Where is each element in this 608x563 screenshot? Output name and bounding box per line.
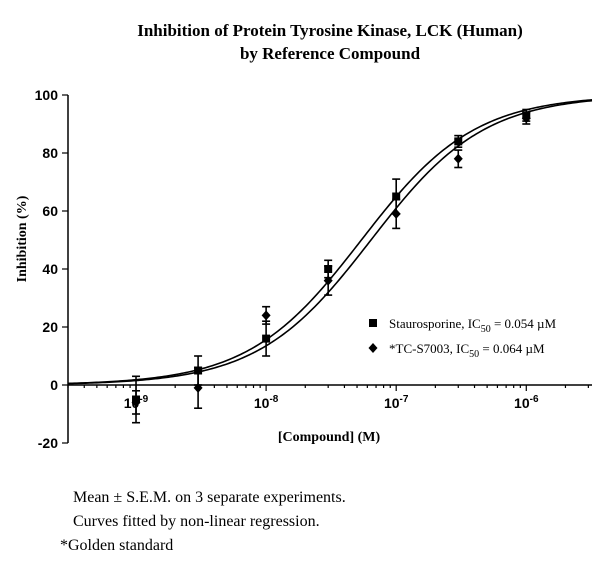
- x-tick-label: 10-6: [514, 394, 539, 411]
- square-marker: [454, 137, 463, 146]
- x-axis-label: [Compound] (M): [278, 430, 381, 445]
- diamond-marker: [323, 275, 333, 286]
- x-tick-base: 10: [254, 395, 270, 411]
- y-tick-label: 80: [42, 145, 58, 161]
- data-points: [131, 108, 531, 424]
- y-tick-label: 0: [50, 377, 58, 393]
- legend-entry-2: *TC-S7003, IC50 = 0.064 µM: [368, 341, 545, 360]
- y-tick-label: -20: [38, 435, 58, 451]
- data-point-group: [453, 149, 463, 169]
- diamond-marker: [261, 310, 271, 321]
- legend-label-name: Staurosporine, IC: [389, 316, 481, 331]
- diamond-marker: [193, 382, 203, 393]
- y-tick-label: 60: [42, 203, 58, 219]
- note-mean-sem: Mean ± S.E.M. on 3 separate experiments.: [73, 489, 346, 506]
- y-tick-label: 100: [35, 87, 59, 103]
- x-tick-exponent: -8: [269, 394, 278, 405]
- data-point-group: [521, 111, 531, 125]
- y-tick-label: 20: [42, 319, 58, 335]
- square-marker: [392, 192, 401, 201]
- chart-title: Inhibition of Protein Tyrosine Kinase, L…: [137, 21, 523, 63]
- x-tick-base: 10: [384, 395, 400, 411]
- note-curve-fit: Curves fitted by non-linear regression.: [73, 513, 320, 530]
- diamond-marker: [131, 397, 141, 408]
- data-point-group: [262, 320, 271, 357]
- x-tick-exponent: -6: [530, 394, 539, 405]
- data-point-group: [323, 265, 333, 296]
- data-point-group: [391, 198, 401, 230]
- y-tick-label: 40: [42, 261, 58, 277]
- y-axis-label: Inhibition (%): [15, 195, 30, 282]
- diamond-marker: [453, 153, 463, 164]
- square-marker: [262, 334, 271, 343]
- data-point-group: [131, 389, 141, 415]
- x-tick-label: 10-7: [384, 394, 409, 411]
- legend-marker: [368, 343, 378, 353]
- y-ticks: -20 0 20 40 60 80 100: [35, 87, 68, 451]
- legend-label-subscript: 50: [481, 324, 491, 335]
- x-tick-exponent: -9: [139, 394, 148, 405]
- legend-marker: [369, 319, 377, 327]
- legend-label-value: = 0.054 µM: [491, 316, 557, 331]
- data-point-group: [454, 134, 463, 148]
- legend: Staurosporine, IC50 = 0.054 µM*TC-S7003,…: [368, 316, 557, 360]
- legend-label: *TC-S7003, IC50 = 0.064 µM: [389, 341, 545, 360]
- chart-title-line-2: by Reference Compound: [240, 44, 421, 63]
- legend-entry-1: Staurosporine, IC50 = 0.054 µM: [369, 316, 557, 335]
- diamond-marker: [521, 113, 531, 124]
- x-tick-label: 10-8: [254, 394, 279, 411]
- x-tick-base: 10: [514, 395, 530, 411]
- legend-label-value: = 0.064 µM: [479, 341, 545, 356]
- data-point-group: [261, 305, 271, 325]
- diamond-marker: [391, 208, 401, 219]
- legend-label: Staurosporine, IC50 = 0.054 µM: [389, 316, 557, 335]
- x-tick-exponent: -7: [400, 394, 409, 405]
- fit-curve-series-2: [67, 99, 593, 385]
- legend-label-name: *TC-S7003, IC: [389, 341, 469, 356]
- x-ticks: 10-9 10-8 10-7 10-6: [67, 385, 589, 411]
- note-golden-standard: *Golden standard: [60, 537, 174, 554]
- data-point-group: [193, 366, 203, 410]
- legend-label-subscript: 50: [469, 349, 479, 360]
- chart-title-line-1: Inhibition of Protein Tyrosine Kinase, L…: [137, 21, 523, 40]
